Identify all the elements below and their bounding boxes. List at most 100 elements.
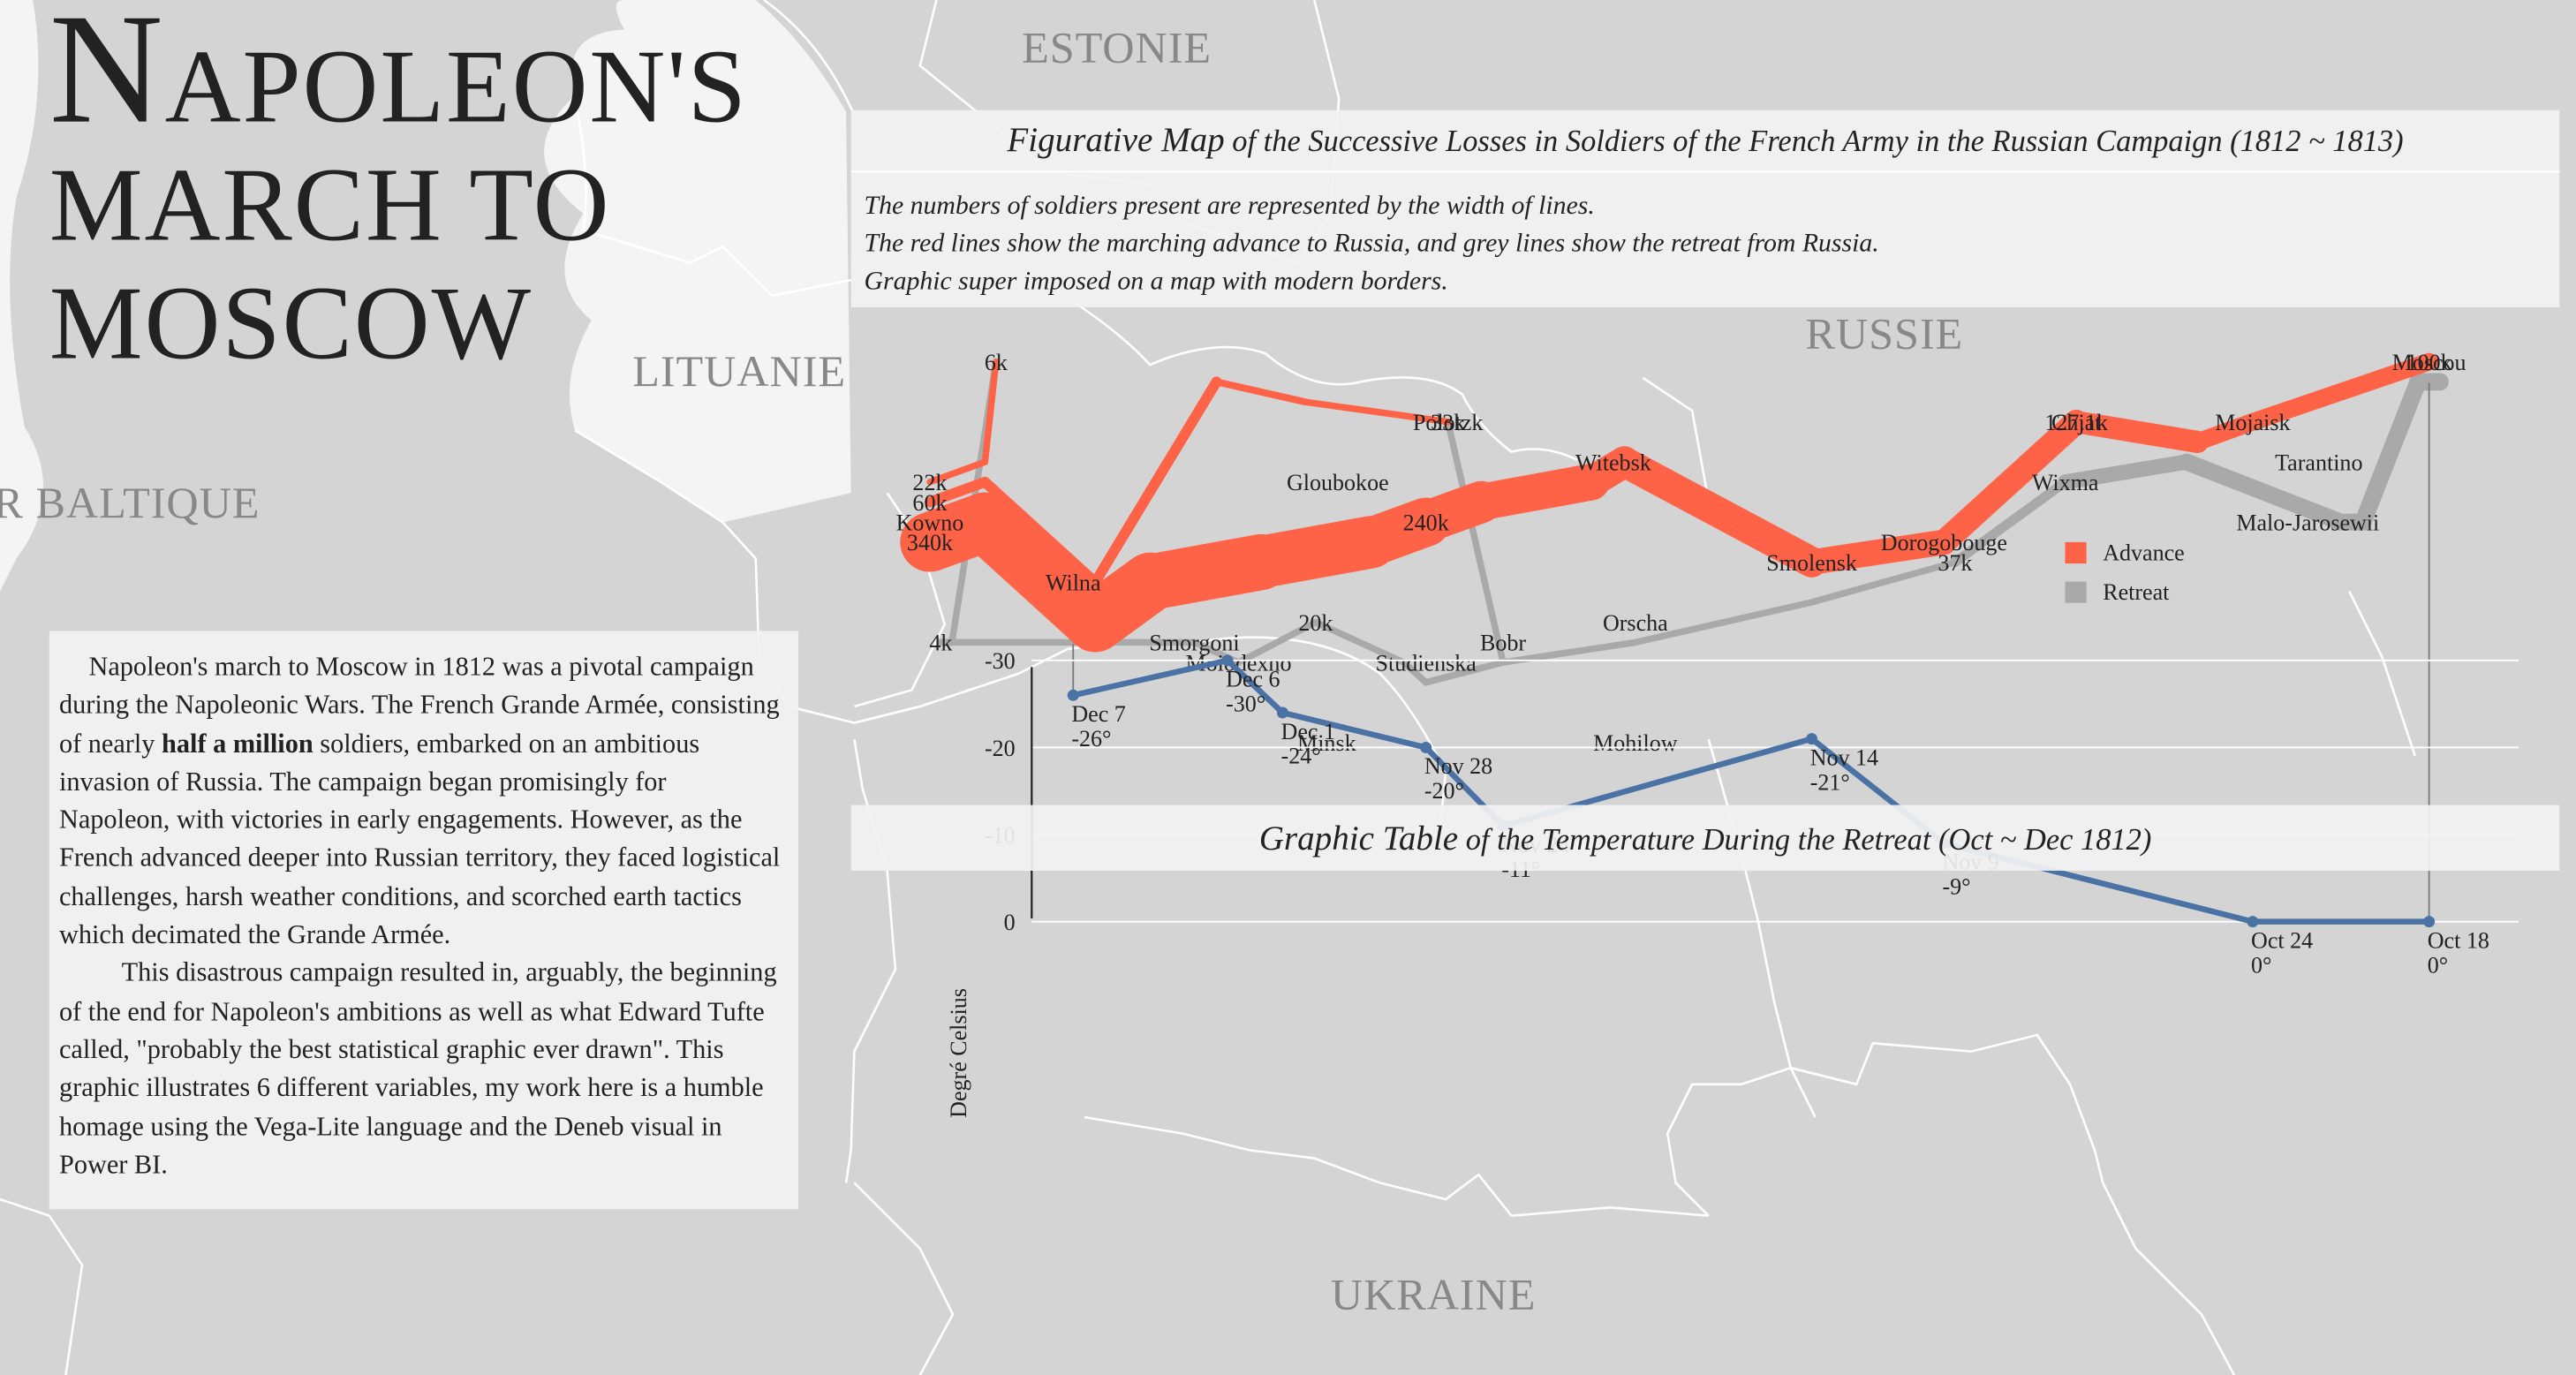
flow-segment-a1-13 bbox=[2188, 412, 2262, 451]
city-label: Dorogobouge bbox=[1881, 530, 2007, 555]
flow-segment-a1-11 bbox=[1931, 409, 2089, 555]
city-label: Gloubokoe bbox=[1287, 470, 1389, 495]
flow-segment-r1-11 bbox=[1312, 618, 1408, 666]
sea-area bbox=[0, 0, 851, 523]
city-label: Studienska bbox=[1376, 650, 1477, 676]
temp-point bbox=[1420, 741, 1432, 753]
description-paragraph-1: Napoleon's march to Moscow in 1812 was a… bbox=[59, 647, 782, 954]
survivor-label: 240k bbox=[1403, 510, 1450, 536]
map-caption-line-2: The red lines show the marching advance … bbox=[864, 230, 1879, 259]
temp-date-label: Dec 7 bbox=[1071, 701, 1125, 727]
survivor-label: 33k bbox=[1431, 410, 1466, 435]
city-label: Malo-Jarosewii bbox=[2236, 510, 2379, 536]
flow-segment-a3-0 bbox=[926, 458, 989, 486]
survivor-label: 60k bbox=[912, 490, 948, 516]
temp-tick-label: 0 bbox=[1004, 910, 1016, 935]
temp-date-label: Dec 6 bbox=[1226, 667, 1280, 692]
city-label: Smorgoni bbox=[1149, 631, 1239, 656]
flow-segment-r1-6 bbox=[1808, 558, 1959, 606]
city-label: Smolensk bbox=[1766, 550, 1858, 576]
temp-date-label: Nov 14 bbox=[1810, 744, 1878, 770]
legend-swatch bbox=[2065, 541, 2087, 564]
legend-swatch bbox=[2065, 581, 2087, 603]
map-caption: Figurative Map of the Successive Losses … bbox=[850, 110, 2560, 307]
flow-segment-a2-3 bbox=[1212, 378, 1309, 405]
title-line-1: NAPOLEON'S bbox=[49, 0, 748, 147]
flow-segment-r1-4 bbox=[2058, 454, 2195, 490]
title-initial: N bbox=[49, 0, 165, 156]
survivor-label: 6k bbox=[985, 350, 1008, 375]
temp-point bbox=[2423, 916, 2436, 928]
temp-value-label: -9° bbox=[1943, 874, 1971, 900]
temp-point bbox=[2247, 916, 2259, 928]
flow-segment-a1-10 bbox=[1799, 529, 1957, 575]
flow-segment-a1-7 bbox=[1462, 464, 1610, 521]
city-label: Kowno bbox=[896, 510, 964, 536]
description-p1-after: soldiers, embarked on an ambitious invas… bbox=[58, 727, 781, 950]
survivor-label: 340k bbox=[907, 530, 954, 555]
map-caption-line-3: Graphic super imposed on a map with mode… bbox=[864, 268, 1448, 296]
description-paragraph-2: This disastrous campaign resulted in, ar… bbox=[58, 956, 777, 1180]
survivor-label: 100k bbox=[2406, 350, 2453, 375]
city-label: Orscha bbox=[1603, 610, 1668, 636]
flow-segment-r1-1 bbox=[2354, 373, 2427, 531]
flow-segment-r1-8 bbox=[1500, 638, 1639, 666]
temp-date-label: Oct 24 bbox=[2251, 927, 2313, 953]
flow-segment-a1-14 bbox=[2243, 352, 2438, 431]
flow-segment-r2-1 bbox=[1422, 659, 1507, 686]
temp-tick-label: -30 bbox=[985, 648, 1016, 674]
page-title: NAPOLEON'S MARCH TO MOSCOW bbox=[49, 0, 748, 382]
flow-segment-r1-5 bbox=[1950, 477, 2071, 568]
temperature-caption-rest: of the Temperature During the Retreat (O… bbox=[1458, 824, 2152, 858]
flow-segment-a1-9 bbox=[1609, 446, 1827, 578]
flow-segment-r1-12 bbox=[1235, 618, 1319, 666]
survivor-label: 20k bbox=[1298, 610, 1333, 636]
flow-segment-r2-0 bbox=[1444, 419, 1507, 666]
flow-segment-a2-1 bbox=[979, 476, 1101, 588]
temp-tick-label: -20 bbox=[985, 736, 1016, 761]
temperature-caption-em: Graphic Table bbox=[1258, 818, 1459, 858]
sea-area-lower bbox=[0, 0, 44, 592]
city-label: Tarantino bbox=[2275, 450, 2362, 475]
city-label: Wixma bbox=[2032, 470, 2099, 495]
temp-point bbox=[1806, 733, 1818, 745]
country-label-russia: RUSSIE bbox=[1805, 308, 1964, 359]
survivor-label: 22k bbox=[912, 470, 948, 495]
temp-value-label: -20° bbox=[1424, 778, 1464, 804]
city-label: Mojaisk bbox=[2215, 410, 2291, 435]
flow-segment-a1-12 bbox=[2065, 411, 2210, 454]
flow-segment-a3-1 bbox=[981, 358, 1000, 465]
temp-date-label: Nov 28 bbox=[1424, 753, 1492, 779]
temp-value-label: -21° bbox=[1810, 769, 1850, 795]
map-caption-title: Figurative Map of the Successive Losses … bbox=[850, 110, 2560, 173]
city-label: Polotzk bbox=[1413, 410, 1484, 435]
city-label: Moscou bbox=[2392, 350, 2466, 375]
title-line-3: MOSCOW bbox=[49, 264, 533, 382]
country-label-ukraine: UKRAINE bbox=[1330, 1270, 1537, 1319]
temp-date-label: Oct 18 bbox=[2428, 927, 2489, 953]
temp-point bbox=[1067, 689, 1079, 701]
flow-segment-r1-3 bbox=[2178, 453, 2350, 531]
temp-date-label: Dec 1 bbox=[1281, 719, 1335, 744]
country-label-baltic: R BALTIQUE bbox=[0, 478, 261, 528]
city-label: Witebsk bbox=[1575, 450, 1652, 475]
city-label: Mohilow bbox=[1593, 730, 1678, 756]
survivor-label: 4k bbox=[929, 631, 953, 656]
city-label: Bobr bbox=[1480, 631, 1526, 656]
temp-value-label: 0° bbox=[2251, 952, 2271, 978]
title-line-1-rest: APOLEON'S bbox=[164, 27, 748, 145]
flow-segment-a2-0 bbox=[925, 476, 991, 508]
description-p1-bold: half a million bbox=[162, 727, 314, 759]
country-label-lithuania: LITUANIE bbox=[632, 346, 847, 397]
survivor-label: 37k bbox=[1938, 550, 1973, 576]
description-panel: Napoleon's march to Moscow in 1812 was a… bbox=[49, 631, 799, 1210]
flow-layer bbox=[900, 352, 2449, 686]
temp-value-label: -24° bbox=[1281, 744, 1321, 769]
survivor-label: 127.1k bbox=[2044, 410, 2109, 435]
map-caption-lines: The numbers of soldiers present are repr… bbox=[851, 172, 2560, 300]
city-label: Chjat bbox=[2051, 410, 2102, 435]
